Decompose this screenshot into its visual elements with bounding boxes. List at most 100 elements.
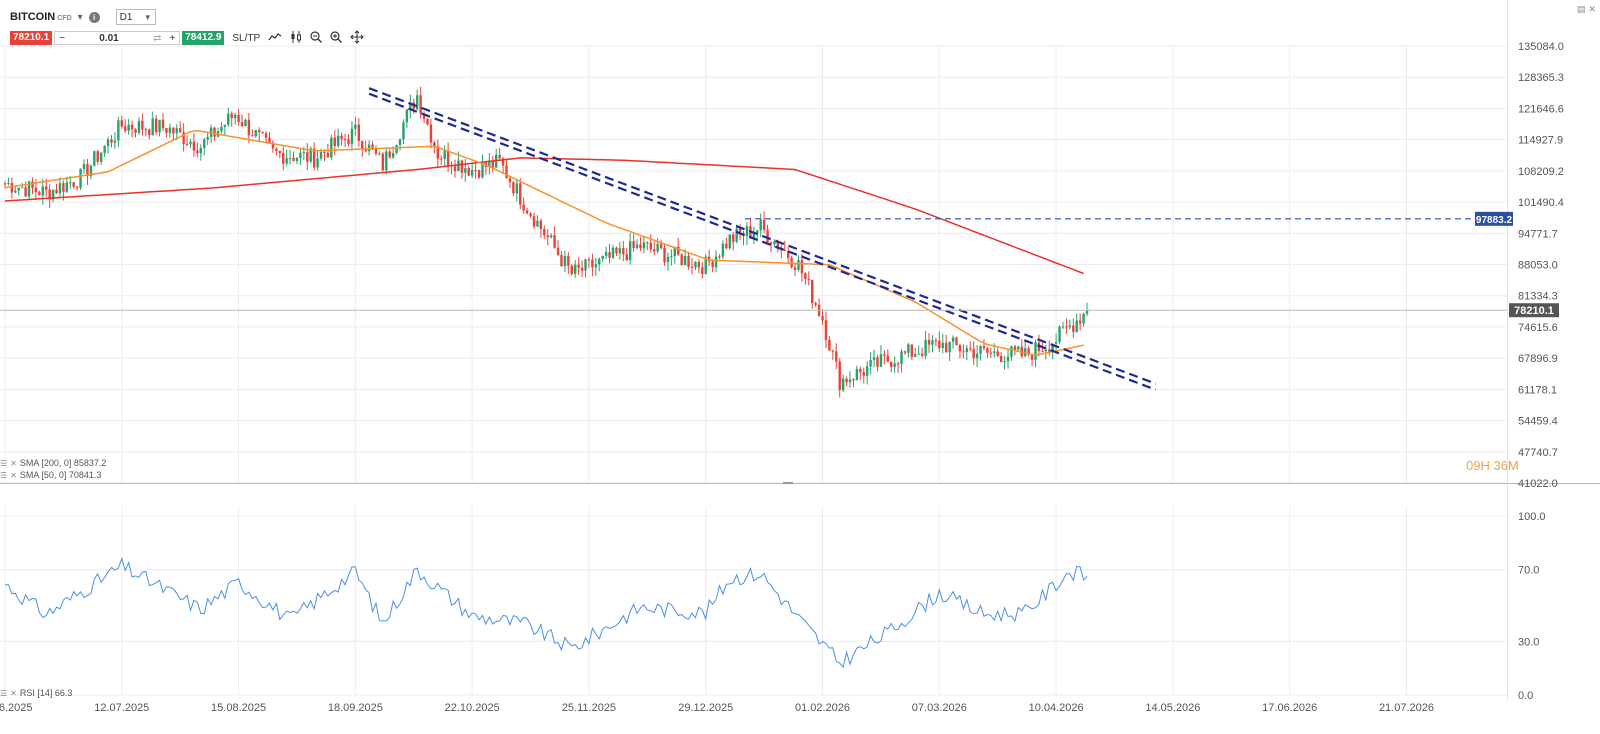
candle-body <box>137 120 141 133</box>
rsi-line <box>4 556 1088 669</box>
candle-body <box>24 187 27 197</box>
candle-body <box>508 178 512 183</box>
candle-body <box>1068 325 1072 328</box>
price-axis-label: 114927.9 <box>1518 135 1563 147</box>
sma200-legend[interactable]: ☰ ✕ SMA [200, 0] 85837.2 <box>0 458 106 468</box>
sma200-line <box>4 157 1084 275</box>
candle-body <box>457 160 460 172</box>
candle-body <box>965 348 968 352</box>
candle-body <box>574 264 577 275</box>
candle-body <box>584 259 587 271</box>
candle-body <box>656 243 659 252</box>
candle-body <box>601 255 604 259</box>
price-axis-label: 88053.0 <box>1518 260 1558 272</box>
candle-body <box>295 158 299 162</box>
candle-body <box>1023 348 1027 357</box>
candle-body <box>38 192 41 196</box>
zoom-out-icon[interactable] <box>310 30 323 46</box>
candle-body <box>560 254 563 267</box>
info-icon[interactable]: i <box>88 11 100 23</box>
candle-body <box>766 229 769 243</box>
candle-body <box>914 354 917 357</box>
candle-body <box>89 165 93 177</box>
date-axis-label: 22.10.2025 <box>445 702 500 714</box>
candle-body <box>876 357 879 367</box>
crosshair-move-icon[interactable] <box>350 29 364 47</box>
candle-body <box>903 351 907 353</box>
candle-body <box>549 235 553 238</box>
settings-icon[interactable]: ☰ <box>0 688 8 698</box>
quantity-stepper[interactable]: − 0.01 ⇄ + <box>54 31 181 45</box>
close-icon[interactable]: ✕ <box>1588 4 1596 14</box>
rsi-axis-label: 30.0 <box>1518 636 1539 648</box>
candle-body <box>292 157 295 162</box>
candle-body <box>151 118 154 136</box>
candle-body <box>1061 326 1065 328</box>
candle-body <box>1082 313 1085 324</box>
rsi-legend[interactable]: ☰ ✕ RSI [14] 66.3 <box>0 688 72 698</box>
candle-body <box>893 363 896 367</box>
candle-body <box>501 158 505 166</box>
remove-icon[interactable]: ✕ <box>10 470 17 480</box>
price-axis-label: 108209.2 <box>1518 166 1564 178</box>
chart-series <box>3 86 1089 669</box>
candle-body <box>357 124 361 141</box>
candle-body <box>330 137 333 158</box>
maximize-icon[interactable]: ▤ <box>1576 4 1586 14</box>
price-axis-label: 41022.0 <box>1518 478 1558 490</box>
candle-body <box>261 131 264 134</box>
candle-body <box>783 249 786 252</box>
timeframe-select[interactable]: D1 ▼ <box>115 9 156 25</box>
candle-body <box>828 339 831 351</box>
candle-body <box>385 151 388 171</box>
chart-grid <box>0 0 1600 700</box>
candle-body <box>865 366 869 376</box>
candle-body <box>1078 320 1082 324</box>
candle-body <box>711 261 714 268</box>
remove-icon[interactable]: ✕ <box>10 458 17 468</box>
swap-icon[interactable]: ⇄ <box>153 32 162 44</box>
sma50-legend[interactable]: ☰ ✕ SMA [50, 0] 70841.3 <box>0 470 101 480</box>
price-axis-label: 81334.3 <box>1518 291 1558 303</box>
candle-body <box>807 278 810 280</box>
horizontal-level-value: 97883.2 <box>1476 215 1513 226</box>
candle-body <box>426 118 429 125</box>
symbol-dropdown-icon[interactable]: ▾ <box>77 11 83 23</box>
quantity-field[interactable]: 0.01 <box>99 32 119 44</box>
candle-body <box>852 379 855 381</box>
candle-body <box>773 241 776 245</box>
candle-body <box>1075 320 1078 332</box>
candle-body <box>1085 310 1089 314</box>
candle-body <box>625 254 628 261</box>
candle-body <box>154 118 158 133</box>
candle-body <box>999 356 1003 363</box>
candle-body <box>962 351 965 353</box>
line-chart-icon[interactable] <box>268 32 282 45</box>
candle-body <box>45 186 48 190</box>
candle-body <box>924 339 927 356</box>
candle-body <box>587 259 591 261</box>
candle-body <box>416 95 419 110</box>
symbol-name[interactable]: BITCOIN CFD <box>10 11 72 23</box>
buy-button[interactable]: 78412.9 <box>182 31 225 45</box>
settings-icon[interactable]: ☰ <box>0 470 8 480</box>
increase-button[interactable]: + <box>169 32 176 44</box>
candle-body <box>814 302 817 305</box>
sell-button[interactable]: 78210.1 <box>10 31 53 45</box>
candle-body <box>907 344 910 353</box>
zoom-in-icon[interactable] <box>330 30 343 46</box>
candle-body <box>31 181 34 188</box>
candle-body <box>948 341 951 353</box>
candle-body <box>367 144 371 152</box>
settings-icon[interactable]: ☰ <box>0 458 8 468</box>
trendline <box>368 87 1157 385</box>
timeframe-value: D1 <box>119 11 133 23</box>
sltp-button[interactable]: SL/TP <box>232 32 261 44</box>
candle-body <box>336 135 340 146</box>
decrease-button[interactable]: − <box>59 32 65 44</box>
remove-icon[interactable]: ✕ <box>10 688 17 698</box>
candlestick-icon[interactable] <box>290 30 302 46</box>
candle-body <box>347 139 350 144</box>
candle-body <box>254 130 257 137</box>
